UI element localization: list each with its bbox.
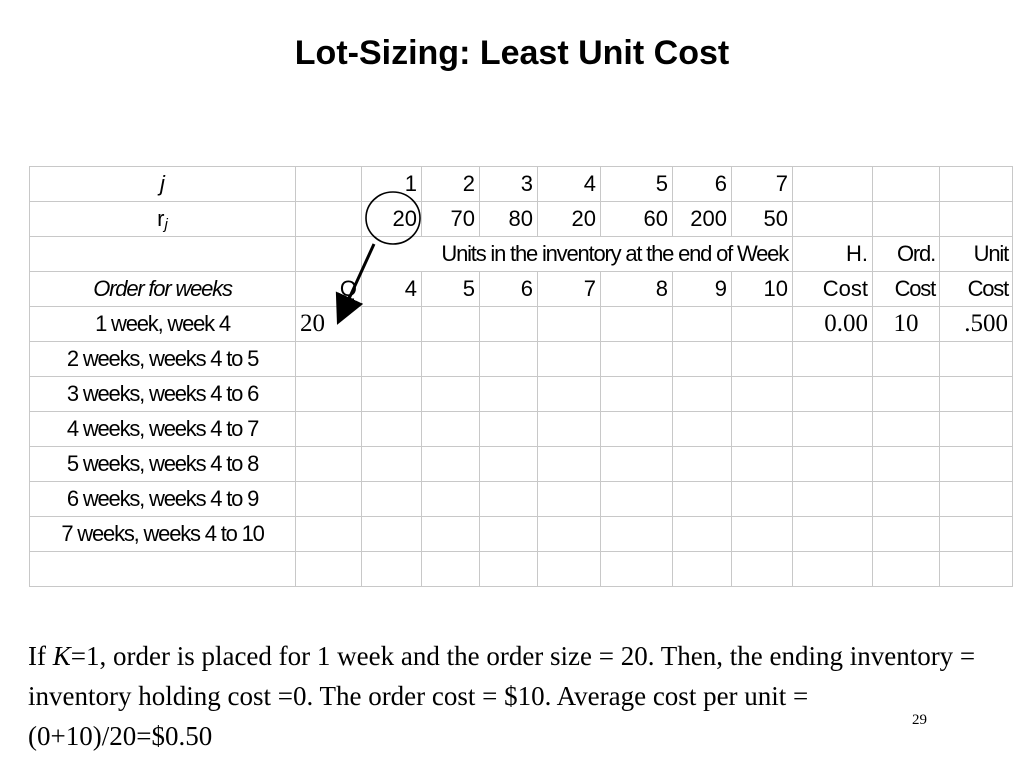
j-value: 5 — [600, 166, 673, 202]
table-header-row-1: Units in the inventory at the end of Wee… — [29, 236, 1013, 272]
table-row: 5 weeks, weeks 4 to 8 — [29, 446, 1013, 482]
order-cost-header: Ord. — [872, 236, 940, 272]
unit-cost-header: Unit — [939, 236, 1013, 272]
table-row: 2 weeks, weeks 4 to 5 — [29, 341, 1013, 377]
j-value: 1 — [361, 166, 422, 202]
week-header: 10 — [731, 271, 793, 307]
r-value: 80 — [479, 201, 538, 237]
table-row: 7 weeks, weeks 4 to 10 — [29, 516, 1013, 552]
unit-cost-value: .500 — [939, 306, 1013, 342]
r-value: 20 — [537, 201, 601, 237]
week-header: 5 — [421, 271, 480, 307]
week-header: 7 — [537, 271, 601, 307]
unit-cost-header: Cost — [939, 271, 1013, 307]
table-row: 6 weeks, weeks 4 to 9 — [29, 481, 1013, 517]
order-cost-header: Cost — [872, 271, 940, 307]
r-value: 200 — [672, 201, 732, 237]
inventory-header: Units in the inventory at the end of Wee… — [361, 236, 793, 272]
j-value: 6 — [672, 166, 732, 202]
table-row: 4 weeks, weeks 4 to 7 — [29, 411, 1013, 447]
r-value: 50 — [731, 201, 793, 237]
j-value: 3 — [479, 166, 538, 202]
table-row: 1 week, week 4 20 0.00 10 .500 — [29, 306, 1013, 342]
page-number: 29 — [912, 712, 927, 728]
r-value: 60 — [600, 201, 673, 237]
page-title: Lot-Sizing: Least Unit Cost — [294, 34, 730, 72]
holding-cost-header: Cost — [792, 271, 873, 307]
table-row-empty — [29, 551, 1013, 587]
week-header: 9 — [672, 271, 732, 307]
holding-cost-header: H. — [792, 236, 873, 272]
q-header: Q — [295, 271, 362, 307]
explanation-paragraph: If K=1, order is placed for 1 week and t… — [28, 641, 976, 751]
order-option-label: 7 weeks, weeks 4 to 10 — [29, 516, 296, 552]
r-value: 20 — [361, 201, 422, 237]
j-label: j — [29, 166, 296, 202]
order-quantity: 20 — [295, 306, 362, 342]
order-option-label: 5 weeks, weeks 4 to 8 — [29, 446, 296, 482]
order-for-weeks-header: Order for weeks — [29, 271, 296, 307]
order-option-label: 4 weeks, weeks 4 to 7 — [29, 411, 296, 447]
week-header: 8 — [600, 271, 673, 307]
order-option-label: 3 weeks, weeks 4 to 6 — [29, 376, 296, 412]
table-header-row-2: Order for weeks Q 4 5 6 7 8 9 10 Cost Co… — [29, 271, 1013, 307]
holding-cost-value: 0.00 — [792, 306, 873, 342]
table-row-r: rj 20 70 80 20 60 200 50 — [29, 201, 1013, 237]
j-value: 7 — [731, 166, 793, 202]
order-option-label: 2 weeks, weeks 4 to 5 — [29, 341, 296, 377]
r-label: rj — [29, 201, 296, 237]
week-header: 6 — [479, 271, 538, 307]
order-option-label: 6 weeks, weeks 4 to 9 — [29, 481, 296, 517]
j-value: 4 — [537, 166, 601, 202]
r-value: 70 — [421, 201, 480, 237]
week-header: 4 — [361, 271, 422, 307]
lot-sizing-table: j 1 2 3 4 5 6 7 rj 20 70 80 20 60 200 50… — [29, 166, 1013, 587]
table-row: 3 weeks, weeks 4 to 6 — [29, 376, 1013, 412]
table-row-j: j 1 2 3 4 5 6 7 — [29, 166, 1013, 202]
j-value: 2 — [421, 166, 480, 202]
order-option-label: 1 week, week 4 — [29, 306, 296, 342]
order-cost-value: 10 — [872, 306, 940, 342]
